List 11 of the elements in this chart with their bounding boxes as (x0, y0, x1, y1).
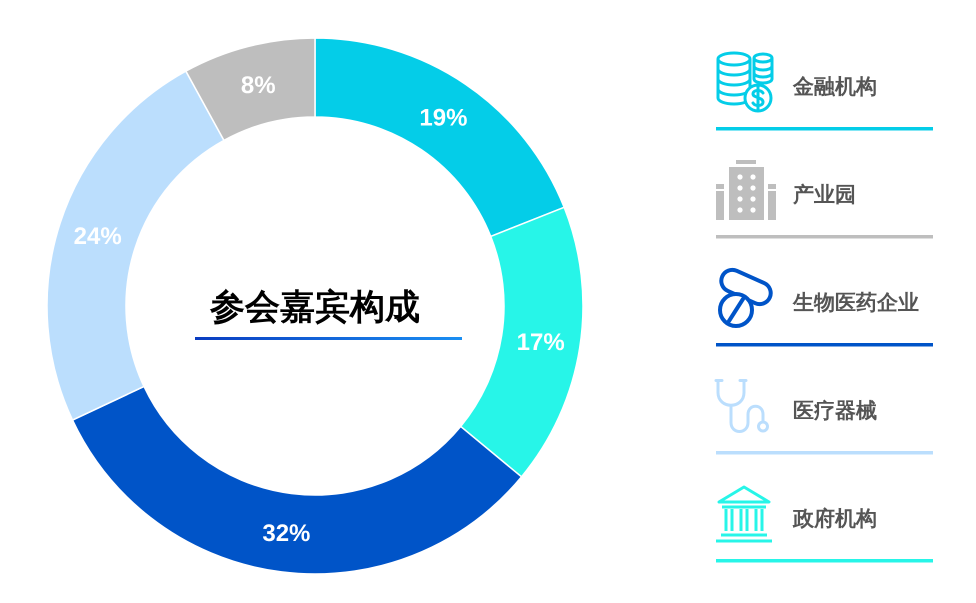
data-label: 19% (419, 104, 468, 132)
legend-label: 产业园 (792, 182, 856, 206)
text: 参会嘉宾构成 (209, 287, 420, 326)
data-label: 8% (240, 72, 276, 100)
data-label: 17% (516, 329, 565, 356)
legend-label: 生物医药企业 (792, 291, 919, 314)
legend-label: 政府机构 (792, 506, 877, 530)
data-label: 24% (74, 222, 122, 250)
legend-label: 医疗器械 (793, 398, 877, 422)
legend-label: 金融机构 (792, 75, 877, 98)
data-label: 32% (262, 520, 310, 548)
